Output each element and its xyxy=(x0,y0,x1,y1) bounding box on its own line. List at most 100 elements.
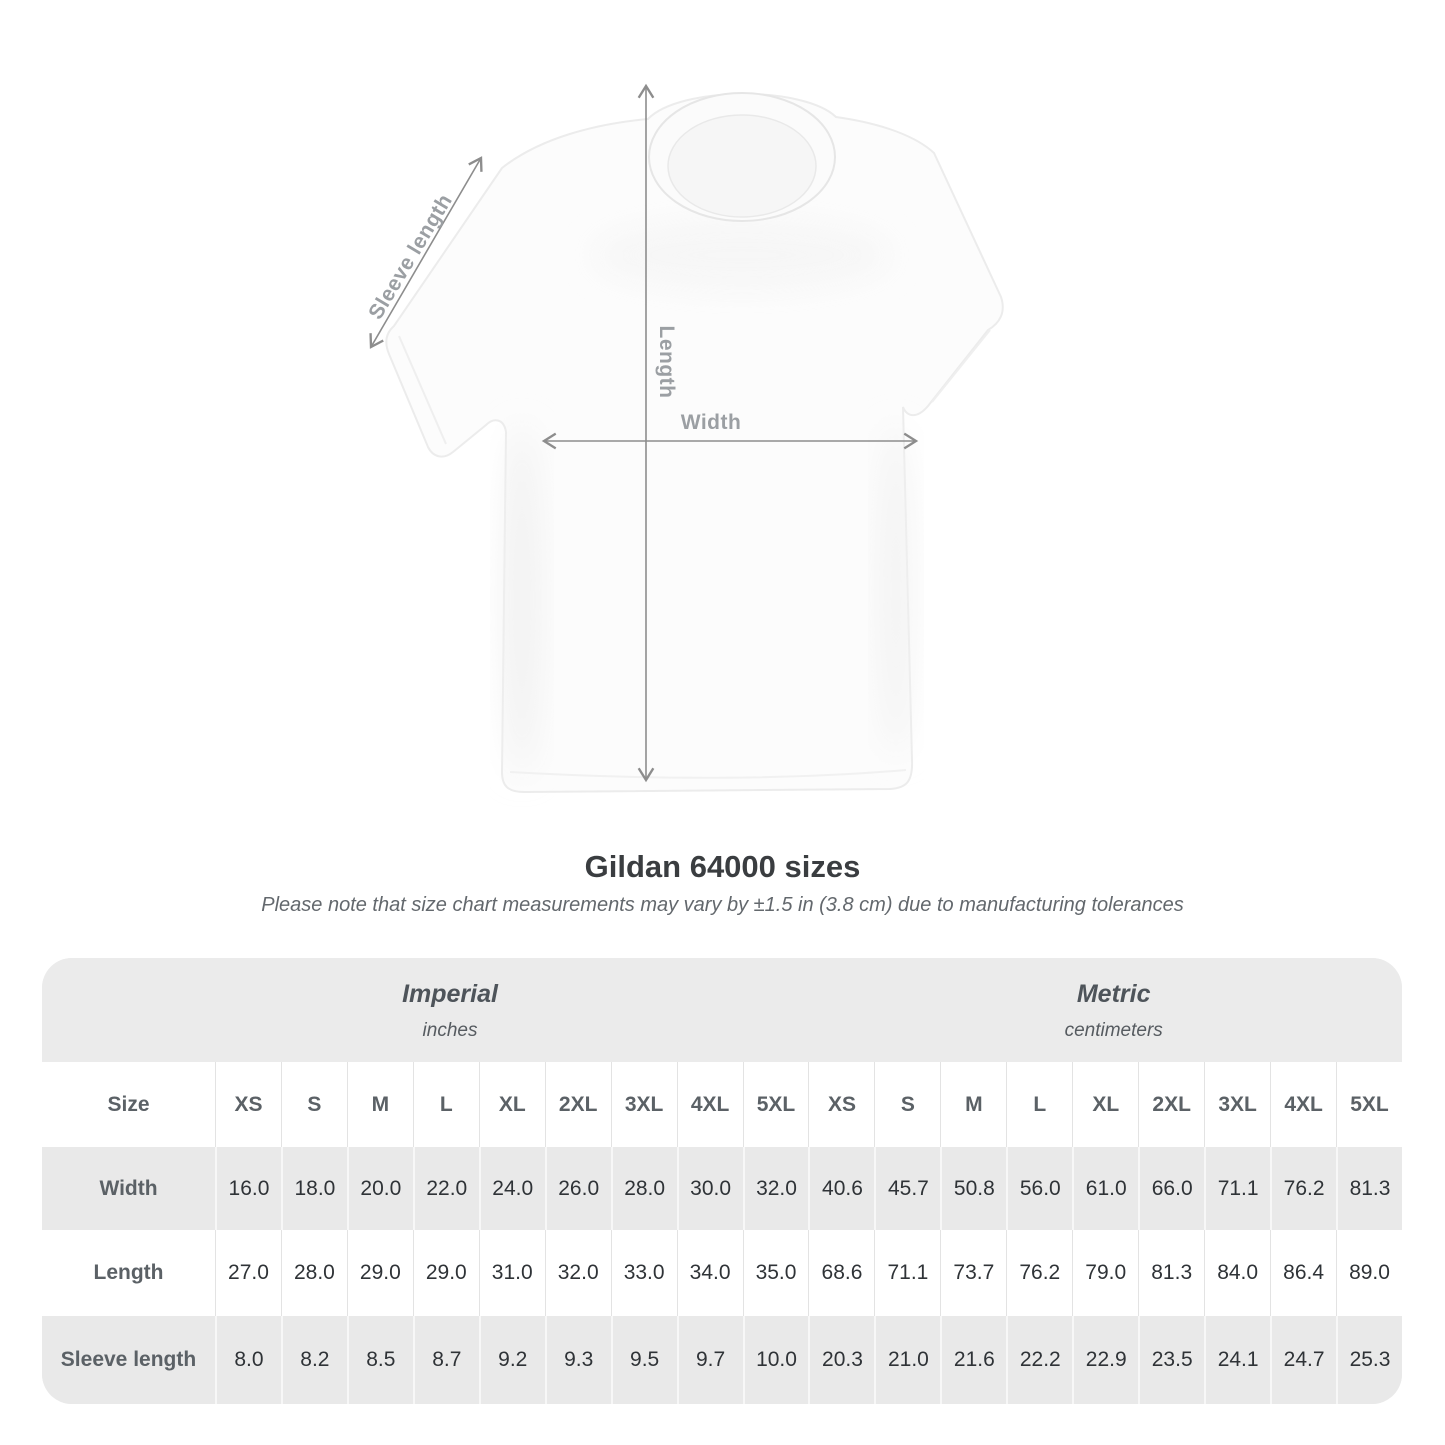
table-cell: 28.0 xyxy=(280,1230,347,1316)
imperial-title: Imperial xyxy=(402,980,498,1008)
length-row: Length 27.0 28.0 29.0 29.0 31.0 32.0 33.… xyxy=(42,1230,1402,1316)
table-cell: 8.2 xyxy=(280,1316,347,1404)
metric-group-header: Metric centimeters xyxy=(1065,980,1163,1042)
table-cell: 16.0 xyxy=(215,1147,281,1230)
table-cell: 8.0 xyxy=(215,1316,281,1404)
right-cuff-seam xyxy=(931,329,991,403)
table-cell: 66.0 xyxy=(1138,1147,1204,1230)
sleeve-length-arrow xyxy=(369,156,483,349)
table-cell: 27.0 xyxy=(215,1230,281,1316)
size-col-header: L xyxy=(1006,1062,1072,1147)
table-cell: 21.0 xyxy=(874,1316,940,1404)
imperial-group-header: Imperial inches xyxy=(402,980,498,1042)
tshirt-diagram xyxy=(369,83,1004,794)
width-label: Width xyxy=(680,411,742,434)
table-cell: 50.8 xyxy=(940,1147,1006,1230)
table-cell: 81.3 xyxy=(1138,1230,1204,1316)
table-cell: 40.6 xyxy=(808,1147,874,1230)
table-cell: 76.2 xyxy=(1270,1147,1336,1230)
table-cell: 73.7 xyxy=(940,1230,1006,1316)
table-cell: 34.0 xyxy=(676,1230,743,1316)
table-cell: 9.7 xyxy=(676,1316,743,1404)
tshirt-collar-inner xyxy=(667,114,817,218)
table-cell: 21.6 xyxy=(940,1316,1006,1404)
size-col-header: M xyxy=(346,1062,413,1147)
table-cell: 24.0 xyxy=(478,1147,545,1230)
size-col-header: S xyxy=(874,1062,940,1147)
metric-subtitle: centimeters xyxy=(1064,1020,1163,1041)
width-row: Width 16.0 18.0 20.0 22.0 24.0 26.0 28.0… xyxy=(42,1147,1402,1230)
table-cell: 56.0 xyxy=(1006,1147,1072,1230)
table-cell: 23.5 xyxy=(1138,1316,1204,1404)
table-cell: 45.7 xyxy=(874,1147,940,1230)
size-header-row: Size XS S M L XL 2XL 3XL 4XL 5XL XS S M … xyxy=(42,1062,1402,1147)
row-label: Width xyxy=(99,1176,158,1200)
table-cell: 84.0 xyxy=(1204,1230,1270,1316)
shirt-shading-chest xyxy=(592,219,892,291)
table-cell: 20.0 xyxy=(346,1147,413,1230)
size-col-header: 2XL xyxy=(544,1062,611,1147)
table-cell: 79.0 xyxy=(1072,1230,1138,1316)
size-col-header: 3XL xyxy=(1204,1062,1270,1147)
table-cell: 31.0 xyxy=(478,1230,545,1316)
table-cell: 8.7 xyxy=(412,1316,479,1404)
shirt-shading-left xyxy=(506,425,538,775)
table-cell: 24.7 xyxy=(1270,1316,1336,1404)
size-col-header: L xyxy=(412,1062,479,1147)
shirt-shading-right xyxy=(882,425,910,755)
table-cell: 29.0 xyxy=(346,1230,413,1316)
table-cell: 9.5 xyxy=(610,1316,677,1404)
table-cell: 24.1 xyxy=(1204,1316,1270,1404)
table-cell: 10.0 xyxy=(742,1316,809,1404)
table-cell: 33.0 xyxy=(610,1230,677,1316)
size-col-header: 3XL xyxy=(610,1062,677,1147)
size-col-header: XS xyxy=(215,1062,281,1147)
sleeve-length-row: Sleeve length 8.0 8.2 8.5 8.7 9.2 9.3 9.… xyxy=(42,1316,1402,1404)
table-cell: 28.0 xyxy=(610,1147,677,1230)
table-cell: 26.0 xyxy=(544,1147,611,1230)
size-col-header: 5XL xyxy=(1336,1062,1402,1147)
table-cell: 76.2 xyxy=(1006,1230,1072,1316)
length-label: Length xyxy=(655,325,678,399)
size-header-label: Size xyxy=(107,1092,150,1116)
page-title: Gildan 64000 sizes xyxy=(584,849,861,884)
imperial-subtitle: inches xyxy=(422,1020,478,1041)
row-label: Length xyxy=(93,1261,164,1284)
table-cell: 68.6 xyxy=(808,1230,874,1316)
table-cell: 9.3 xyxy=(544,1316,611,1404)
table-cell: 25.3 xyxy=(1336,1316,1402,1404)
table-cell: 8.5 xyxy=(346,1316,413,1404)
table-cell: 71.1 xyxy=(874,1230,940,1316)
table-cell: 29.0 xyxy=(412,1230,479,1316)
unit-group-band: Imperial inches Metric centimeters xyxy=(42,958,1402,1062)
table-cell: 32.0 xyxy=(544,1230,611,1316)
left-cuff-seam xyxy=(398,335,447,445)
table-cell: 9.2 xyxy=(478,1316,545,1404)
table-cell: 22.9 xyxy=(1072,1316,1138,1404)
table-cell: 32.0 xyxy=(742,1147,809,1230)
table-cell: 71.1 xyxy=(1204,1147,1270,1230)
size-col-header: M xyxy=(940,1062,1006,1147)
size-col-header: 4XL xyxy=(676,1062,743,1147)
size-col-header: XS xyxy=(808,1062,874,1147)
page-subtitle: Please note that size chart measurements… xyxy=(261,894,1184,916)
size-col-header: 5XL xyxy=(742,1062,809,1147)
table-cell: 35.0 xyxy=(742,1230,809,1316)
table-cell: 20.3 xyxy=(808,1316,874,1404)
table-cell: 30.0 xyxy=(676,1147,743,1230)
table-cell: 61.0 xyxy=(1072,1147,1138,1230)
hem-seam xyxy=(509,769,907,779)
metric-title: Metric xyxy=(1076,980,1151,1008)
size-col-header: XL xyxy=(478,1062,545,1147)
size-col-header: S xyxy=(280,1062,347,1147)
row-label: Sleeve length xyxy=(60,1348,197,1371)
size-col-header: XL xyxy=(1072,1062,1138,1147)
table-cell: 81.3 xyxy=(1336,1147,1402,1230)
size-col-header: 2XL xyxy=(1138,1062,1204,1147)
size-col-header: 4XL xyxy=(1270,1062,1336,1147)
table-cell: 86.4 xyxy=(1270,1230,1336,1316)
table-cell: 22.2 xyxy=(1006,1316,1072,1404)
table-cell: 18.0 xyxy=(280,1147,347,1230)
table-cell: 89.0 xyxy=(1336,1230,1402,1316)
